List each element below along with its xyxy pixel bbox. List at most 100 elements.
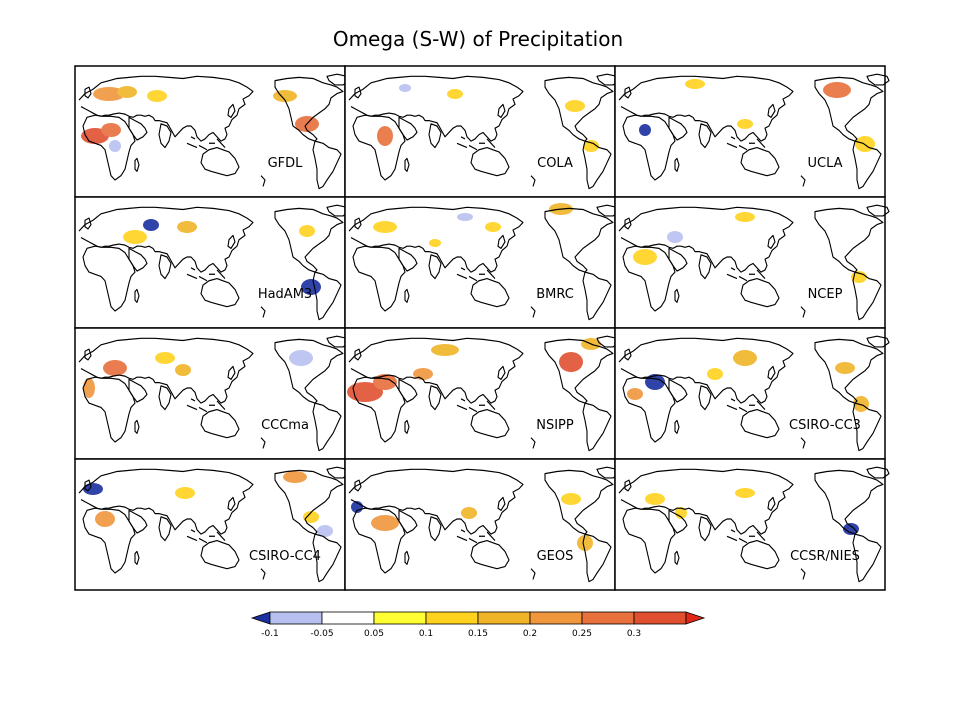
field-patch	[175, 364, 191, 376]
precipitation-field	[645, 488, 859, 535]
colorbar-segment	[633, 611, 687, 625]
field-patch	[377, 126, 393, 146]
field-patch	[283, 471, 307, 483]
map-panel: GEOS	[344, 458, 620, 591]
field-patch	[735, 488, 755, 498]
field-patch	[461, 507, 477, 519]
field-patch	[373, 221, 397, 233]
field-patch	[93, 87, 125, 101]
map-panel: COLA	[344, 65, 620, 198]
field-patch	[835, 362, 855, 374]
map-panel: CCCma	[74, 327, 350, 460]
panel-label: COLA	[537, 156, 573, 171]
colorbar: -0.1 -0.05 0.05 0.1 0.15 0.2 0.25 0.3	[250, 611, 706, 639]
field-patch	[577, 535, 593, 551]
field-patch	[633, 249, 657, 265]
field-patch	[645, 493, 665, 505]
field-patch	[103, 360, 127, 376]
field-patch	[177, 221, 197, 233]
panel-label: CSIRO-CC4	[249, 549, 321, 564]
field-patch	[823, 82, 851, 98]
panel-label: UCLA	[807, 156, 842, 171]
panel-frame	[74, 196, 346, 329]
field-patch	[95, 511, 115, 527]
colorbar-tick-label: 0.2	[523, 629, 537, 639]
field-patch	[371, 515, 399, 531]
map-panel: GFDL	[74, 65, 350, 198]
precipitation-field	[83, 350, 313, 398]
panel-frame	[614, 458, 886, 591]
panel-frame	[614, 327, 886, 460]
panel-label: BMRC	[536, 287, 574, 302]
map-panel-grid: GFDL COLA UCLA HadAM3 BMRC NCEP CCCma NSIPP CSIR…	[74, 65, 890, 591]
map-panel: UCLA	[614, 65, 890, 198]
colorbar-tick-label: 0.25	[572, 629, 592, 639]
panel-label: CCSR/NIES	[790, 549, 860, 564]
field-patch	[299, 225, 315, 237]
field-patch	[347, 382, 383, 402]
field-patch	[737, 119, 753, 129]
field-patch	[429, 239, 441, 247]
precipitation-field	[633, 212, 867, 283]
colorbar-tick-label: 0.3	[627, 629, 641, 639]
field-patch	[733, 350, 757, 366]
map-panel: NSIPP	[344, 327, 620, 460]
colorbar-segment	[529, 611, 583, 625]
field-patch	[83, 378, 95, 398]
panel-label: HadAM3	[258, 287, 312, 302]
field-patch	[431, 344, 459, 356]
field-patch	[485, 222, 501, 232]
field-patch	[101, 123, 121, 137]
field-patch	[707, 368, 723, 380]
field-patch	[457, 213, 473, 221]
field-patch	[317, 525, 333, 537]
field-patch	[447, 89, 463, 99]
colorbar-tick-label: -0.05	[310, 629, 333, 639]
field-patch	[667, 231, 683, 243]
precipitation-field	[377, 84, 599, 152]
panel-frame	[344, 196, 616, 329]
colorbar-segment	[581, 611, 635, 625]
colorbar-segment	[373, 611, 427, 625]
map-panel: BMRC	[344, 196, 620, 329]
precipitation-field	[83, 471, 333, 537]
field-patch	[109, 140, 121, 152]
field-patch	[639, 124, 651, 136]
field-patch	[117, 86, 137, 98]
map-panel: CCSR/NIES	[614, 458, 890, 591]
colorbar-segment	[425, 611, 479, 625]
field-patch	[147, 90, 167, 102]
field-patch	[565, 100, 585, 112]
field-patch	[399, 84, 411, 92]
field-patch	[303, 511, 319, 523]
field-patch	[301, 279, 321, 295]
map-panel: NCEP	[614, 196, 890, 329]
field-patch	[843, 523, 859, 535]
colorbar-tick-label: 0.15	[468, 629, 488, 639]
field-patch	[559, 352, 583, 372]
colorbar-segment	[269, 611, 323, 625]
map-panel: HadAM3	[74, 196, 350, 329]
panel-label: NSIPP	[536, 418, 574, 433]
panel-label: GEOS	[537, 549, 574, 564]
colorbar-tick-label: -0.1	[261, 629, 279, 639]
colorbar-tick-label: 0.05	[364, 629, 384, 639]
panel-label: GFDL	[268, 156, 304, 171]
field-patch	[855, 136, 875, 152]
map-panel: CSIRO-CC4	[74, 458, 350, 591]
field-patch	[685, 79, 705, 89]
panel-label: NCEP	[808, 287, 843, 302]
panel-label: CSIRO-CC3	[789, 418, 861, 433]
field-patch	[155, 352, 175, 364]
precipitation-field	[373, 203, 573, 247]
field-patch	[675, 507, 687, 519]
panel-frame	[344, 327, 616, 460]
field-patch	[561, 493, 581, 505]
field-patch	[123, 230, 147, 244]
colorbar-segment	[321, 611, 375, 625]
colorbar-segment	[477, 611, 531, 625]
field-patch	[289, 350, 313, 366]
colorbar-arrow-high	[685, 611, 706, 625]
